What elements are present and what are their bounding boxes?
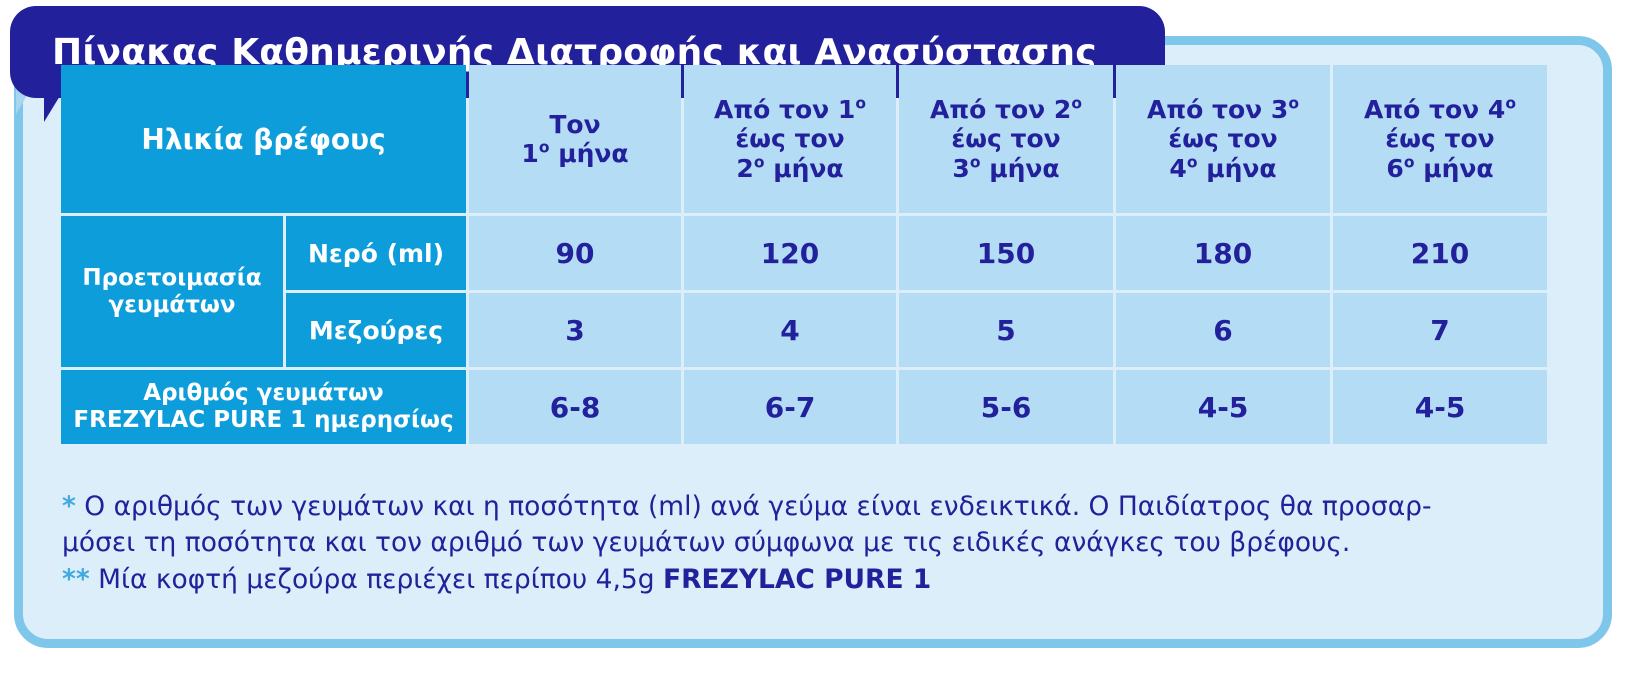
col5-line3-post: μήνα: [1414, 153, 1494, 183]
row-label-water: Νερό (ml): [286, 216, 467, 290]
ordinal-marker: ο: [1505, 94, 1516, 113]
col4-line3-post: μήνα: [1197, 153, 1277, 183]
ordinal-marker: ο: [753, 153, 765, 172]
col3-line1-num: 2: [1053, 94, 1072, 124]
col3-line2: έως τον: [951, 124, 1061, 154]
col2-line2: έως τον: [735, 124, 845, 154]
col4-line2: έως τον: [1168, 124, 1278, 154]
column-header-month-1: Τον 1ο μήνα: [469, 65, 682, 213]
ordinal-marker: ο: [855, 94, 866, 113]
column-header-month-4-6: Από τον 4ο έως τον 6ο μήνα: [1333, 65, 1548, 213]
brand-name: FREZYLAC PURE 1: [663, 563, 932, 595]
meals-label-line1: Αριθμός γευμάτων: [143, 379, 384, 406]
cell-scoops-month4-6: 7: [1333, 293, 1548, 367]
row-label-meals-per-day: Αριθμός γευμάτων FREZYLAC PURE 1 ημερησί…: [61, 370, 467, 444]
meals-label-line2: FREZYLAC PURE 1 ημερησίως: [73, 407, 454, 433]
column-header-month-1-2: Από τον 1ο έως τον 2ο μήνα: [684, 65, 897, 213]
table-header-row: Ηλικία βρέφους Τον 1ο μήνα Από τον 1ο έω…: [61, 65, 1548, 213]
col2-line1-pre: Από τον: [714, 94, 838, 124]
ordinal-marker: ο: [1186, 153, 1198, 172]
cell-water-month1: 90: [469, 216, 682, 290]
footnote-2-text: Μία κοφτή μεζούρα περιέχει περίπου 4,5g: [89, 563, 664, 595]
table-row: Μεζούρες 3 4 5 6 7: [61, 293, 1548, 367]
col2-line1-num: 1: [837, 94, 856, 124]
cell-meals-month4-6: 4-5: [1333, 370, 1548, 444]
cell-scoops-month2-3: 5: [899, 293, 1114, 367]
footnote-1-text-b: μόσει τη ποσότητα και τον αριθμό των γευ…: [62, 527, 1351, 559]
cell-water-month2-3: 150: [899, 216, 1114, 290]
group-label-line1: Προετοιμασία: [82, 265, 262, 292]
asterisk-marker-single: *: [62, 491, 76, 522]
col5-line3-num: 6: [1386, 153, 1404, 183]
col5-line1-num: 4: [1487, 94, 1506, 124]
asterisk-marker-double: **: [62, 563, 90, 595]
col4-line1-num: 3: [1270, 94, 1289, 124]
cell-scoops-month1-2: 4: [684, 293, 897, 367]
cell-water-month3-4: 180: [1116, 216, 1331, 290]
table-row: Αριθμός γευμάτων FREZYLAC PURE 1 ημερησί…: [61, 370, 1548, 444]
footnote-1-text-a: Ο αριθμός των γευμάτων και η ποσότητα (m…: [75, 491, 1432, 522]
ordinal-marker: ο: [1071, 94, 1082, 113]
cell-meals-month2-3: 5-6: [899, 370, 1114, 444]
col1-line2-num: 1: [521, 139, 539, 168]
cell-scoops-month1: 3: [469, 293, 682, 367]
row-label-scoops: Μεζούρες: [286, 293, 467, 367]
nutrition-table: Ηλικία βρέφους Τον 1ο μήνα Από τον 1ο έω…: [58, 62, 1550, 447]
ordinal-marker: ο: [538, 138, 550, 157]
column-header-month-3-4: Από τον 3ο έως τον 4ο μήνα: [1116, 65, 1331, 213]
col1-line1: Τον: [549, 109, 601, 139]
ordinal-marker: ο: [1403, 153, 1415, 172]
cell-water-month1-2: 120: [684, 216, 897, 290]
cell-meals-month1-2: 6-7: [684, 370, 897, 444]
table-row: Προετοιμασία γευμάτων Νερό (ml) 90 120 1…: [61, 216, 1548, 367]
col3-line3-post: μήνα: [980, 153, 1060, 183]
group-label-line2: γευμάτων: [108, 291, 236, 318]
cell-meals-month3-4: 4-5: [1116, 370, 1331, 444]
table-container: Ηλικία βρέφους Τον 1ο μήνα Από τον 1ο έω…: [58, 62, 1548, 447]
col5-line2: έως τον: [1385, 124, 1495, 154]
cell-meals-month1: 6-8: [469, 370, 682, 444]
footnote-1-line-1: * Ο αριθμός των γευμάτων και η ποσότητα …: [62, 490, 1582, 524]
footnotes: * Ο αριθμός των γευμάτων και η ποσότητα …: [62, 490, 1582, 599]
col3-line1-pre: Από τον: [930, 94, 1054, 124]
col2-line3-num: 2: [736, 153, 754, 183]
col4-line1-pre: Από τον: [1147, 94, 1271, 124]
row-group-label-preparation: Προετοιμασία γευμάτων: [61, 216, 283, 367]
cell-water-month4-6: 210: [1333, 216, 1548, 290]
footnote-2: ** Μία κοφτή μεζούρα περιέχει περίπου 4,…: [62, 563, 1582, 597]
col1-line2-post: μήνα: [549, 139, 629, 168]
col3-line3-num: 3: [952, 153, 970, 183]
col2-line3-post: μήνα: [764, 153, 844, 183]
col4-line3-num: 4: [1169, 153, 1187, 183]
cell-scoops-month3-4: 6: [1116, 293, 1331, 367]
footnote-1-line-2: μόσει τη ποσότητα και τον αριθμό των γευ…: [62, 526, 1582, 560]
col5-line1-pre: Από τον: [1364, 94, 1488, 124]
ordinal-marker: ο: [969, 153, 981, 172]
column-header-month-2-3: Από τον 2ο έως τον 3ο μήνα: [899, 65, 1114, 213]
corner-header-cell: Ηλικία βρέφους: [61, 65, 467, 213]
ordinal-marker: ο: [1288, 94, 1299, 113]
